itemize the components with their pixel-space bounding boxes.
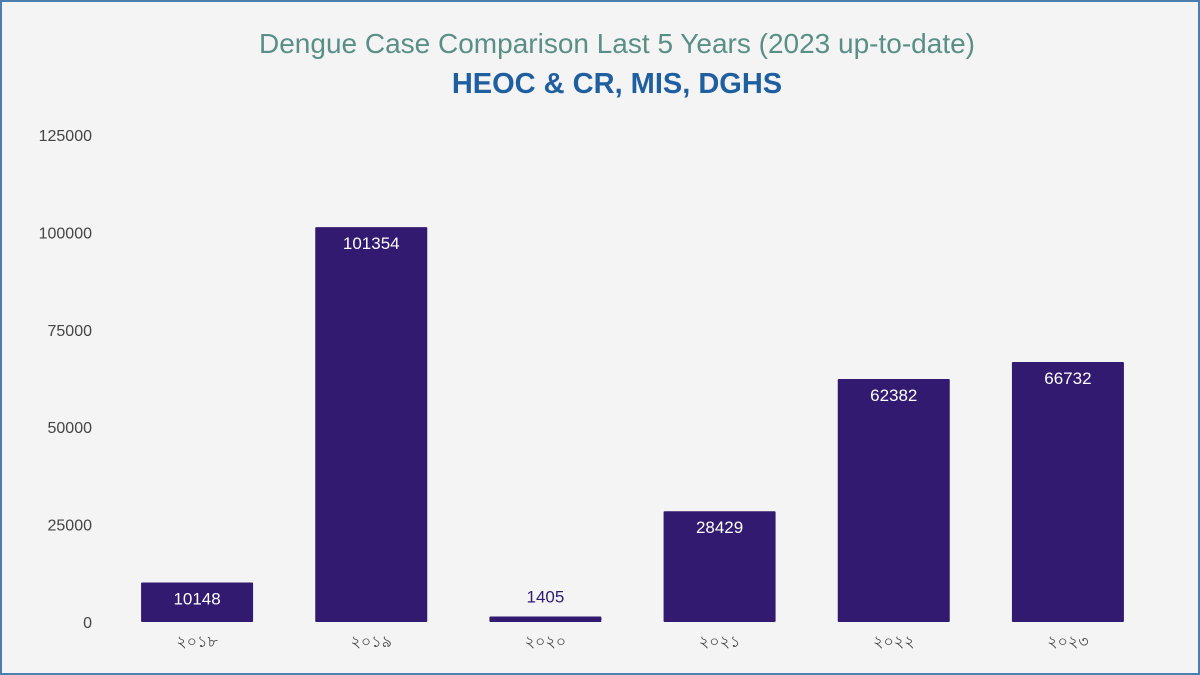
x-tick-label-2: ২০২০ [525,634,567,651]
y-tick-label: 50000 [48,420,93,437]
y-tick-label: 0 [83,615,92,632]
x-tick-label-0: ২০১৮ [176,634,218,651]
bar-4 [837,378,950,622]
bar-2 [489,616,602,622]
x-tick-label-3: ২০২১ [699,634,741,651]
data-label-0: 10148 [173,589,220,608]
y-tick-label: 100000 [39,225,92,242]
y-tick-label: 25000 [48,518,93,535]
x-tick-label-4: ২০২২ [873,634,915,651]
y-tick-label: 75000 [48,323,93,340]
data-label-2: 1405 [527,588,565,607]
bar-1 [315,227,428,622]
data-label-3: 28429 [696,518,743,537]
y-tick-label: 125000 [39,128,92,145]
x-tick-label-1: ২০১৯ [350,634,392,651]
chart-title: Dengue Case Comparison Last 5 Years (202… [259,28,975,59]
chart-subtitle: HEOC & CR, MIS, DGHS [451,68,783,100]
bar-5 [1011,362,1124,622]
x-tick-label-5: ২০২৩ [1047,634,1089,651]
data-label-5: 66732 [1044,369,1091,388]
bar-0 [141,582,254,622]
bar-3 [663,511,776,622]
data-label-1: 101354 [343,234,400,253]
data-label-4: 62382 [870,386,917,405]
